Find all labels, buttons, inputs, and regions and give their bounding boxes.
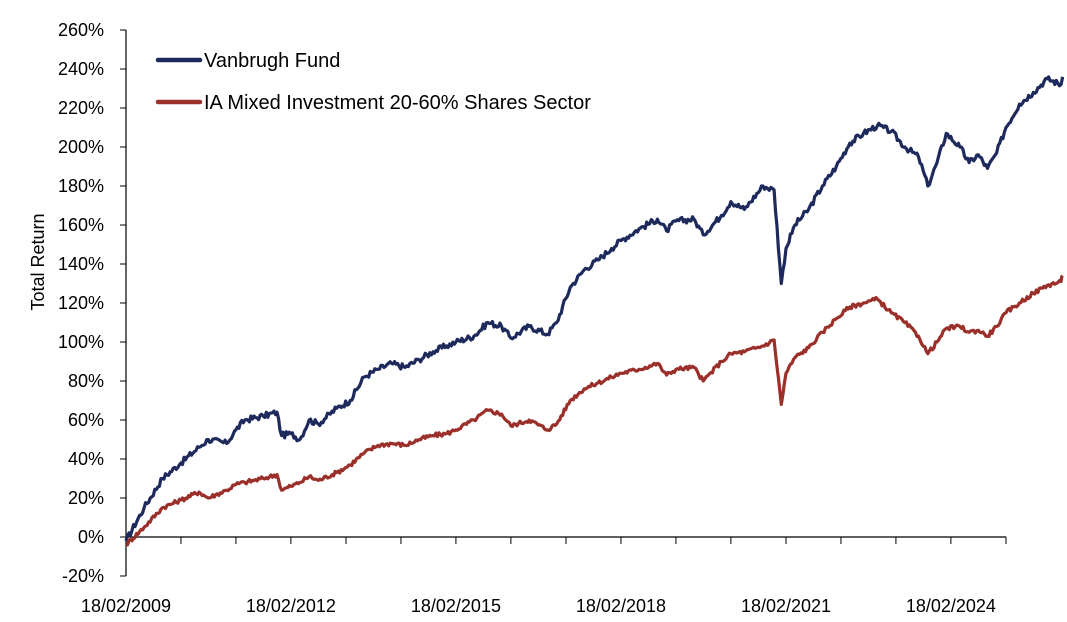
legend-label: IA Mixed Investment 20-60% Shares Sector [204, 92, 591, 114]
x-tick-label: 18/02/2018 [576, 596, 666, 616]
y-axis: -20% 0% 20% 40% 60% 80% 100% 120% 140% 160% 180% 20… [58, 20, 127, 586]
x-tick-label: 18/02/2012 [246, 596, 336, 616]
x-axis: 18/02/2009 18/02/2012 18/02/2015 18/02/2018… [81, 536, 1007, 616]
y-tick-label: -20% [62, 566, 104, 586]
x-tick-label: 18/02/2021 [741, 596, 831, 616]
series-line-1 [124, 75, 1065, 542]
series-line-2 [125, 274, 1064, 547]
y-tick-label: 120% [58, 293, 104, 313]
legend-label: Vanbrugh Fund [204, 50, 340, 72]
y-tick-label: 100% [58, 332, 104, 352]
legend: Vanbrugh Fund IA Mixed Investment 20-60% … [155, 50, 591, 114]
y-tick-label: 220% [58, 98, 104, 118]
x-tick-label: 18/02/2015 [411, 596, 501, 616]
y-axis-title: Total Return [28, 213, 48, 310]
y-tick-label: 160% [58, 215, 104, 235]
y-tick-label: 0% [78, 527, 104, 547]
y-tick-label: 200% [58, 137, 104, 157]
y-tick-label: 180% [58, 176, 104, 196]
x-tick-label: 18/02/2024 [906, 596, 996, 616]
y-tick-label: 260% [58, 20, 104, 40]
y-tick-label: 80% [68, 371, 104, 391]
y-tick-label: 20% [68, 488, 104, 508]
y-tick-label: 60% [68, 410, 104, 430]
y-tick-label: 140% [58, 254, 104, 274]
series-layer [124, 75, 1065, 547]
y-tick-label: 240% [58, 59, 104, 79]
y-tick-label: 40% [68, 449, 104, 469]
x-tick-label: 18/02/2009 [81, 596, 171, 616]
